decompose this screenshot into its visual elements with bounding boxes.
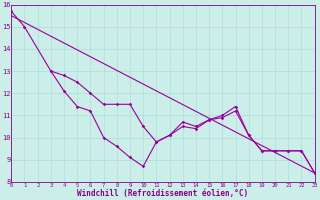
X-axis label: Windchill (Refroidissement éolien,°C): Windchill (Refroidissement éolien,°C) [77, 189, 249, 198]
